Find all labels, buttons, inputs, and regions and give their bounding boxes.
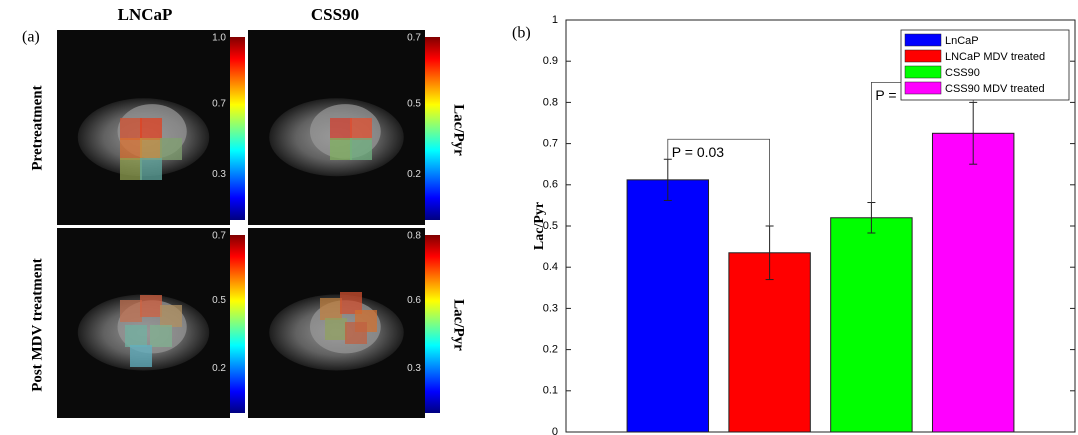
image: 1.0 0.7 0.3 [57,30,245,225]
overlay [140,295,162,317]
colorbar [425,37,440,220]
y-tick-label: 0.6 [543,179,558,191]
colorbar-label: 0.6 [407,295,421,306]
image: 0.7 0.5 0.2 [248,30,440,225]
bar [626,179,710,433]
overlay [345,322,367,344]
colorbar-label: 0.5 [212,295,226,306]
overlay [350,118,372,140]
legend-label: LnCaP [945,35,979,47]
significance-bracket [667,138,770,226]
legend-label: CSS90 MDV treated [945,83,1045,95]
overlay [140,118,162,140]
column-title: LNCaP [118,5,173,24]
y-tick-label: 0.2 [543,344,558,356]
overlay [160,138,182,160]
legend-swatch [904,49,942,63]
colorbar-label: 0.3 [407,363,421,374]
colorbar-label: 0.7 [212,99,226,110]
legend-swatch [904,81,942,95]
overlay [140,158,162,180]
overlay [150,325,172,347]
overlay [160,305,182,327]
overlay [120,138,142,160]
colorbar-title: Lac/Pyr [451,104,467,156]
row-title: Post MDV treatment [29,258,45,392]
overlay [325,318,347,340]
overlay [340,292,362,314]
colorbar [230,235,245,413]
colorbar-label: 0.7 [407,33,421,44]
colorbar-title: Lac/Pyr [451,299,467,351]
overlay [130,345,152,367]
colorbar-label: 0.2 [407,169,421,180]
bar [728,252,811,433]
y-tick-label: 0 [552,426,558,435]
y-tick-label: 0.1 [543,385,558,397]
y-tick-label: 0.7 [543,138,558,150]
colorbar-label: 0.5 [407,99,421,110]
panel-b: (b) Lac/Pyr 0 0.1 0.2 0.3 0.4 0.5 0.6 0.7 0.8 0.9 1 P… [512,14,1076,435]
colorbar-label: 0.7 [212,231,226,242]
overlay [125,325,147,347]
image: 0.7 0.5 0.2 [57,228,245,418]
column-title: CSS90 [311,5,359,24]
legend-label: CSS90 [945,67,980,79]
y-tick-label: 1 [552,14,558,26]
colorbar-label: 0.3 [212,169,226,180]
overlay [140,138,162,160]
overlay [330,118,352,140]
overlay [120,300,142,322]
overlay [330,138,352,160]
bar [830,217,913,433]
colorbar-label: 0.2 [212,363,226,374]
panel-label: (a) [22,29,40,46]
bar [931,132,1015,433]
y-tick-label: 0.3 [543,302,558,314]
colorbar-label: 0.8 [407,231,421,242]
y-tick-label: 0.8 [543,96,558,108]
colorbar [425,235,440,413]
y-tick-label: 0.4 [543,261,558,273]
overlay [350,138,372,160]
colorbar [230,37,245,220]
overlay [120,158,142,180]
row-title: Pretreatment [29,85,45,170]
legend-swatch [904,65,942,79]
legend-label: LNCaP MDV treated [945,51,1045,63]
legend-swatch [904,33,942,47]
y-tick-label: 0.9 [543,55,558,67]
y-axis-label: Lac/Pyr [532,202,547,250]
overlay [120,118,142,140]
annotation: P = 0.03 [672,144,725,160]
image: 0.8 0.6 0.3 [248,228,440,418]
y-tick-label: 0.5 [543,220,558,232]
panel-label: (b) [512,25,531,42]
panel-a: (a) LNCaP CSS90 Pretreatment Post MDV tr… [22,5,467,418]
colorbar-label: 1.0 [212,33,226,44]
overlay [320,298,342,320]
